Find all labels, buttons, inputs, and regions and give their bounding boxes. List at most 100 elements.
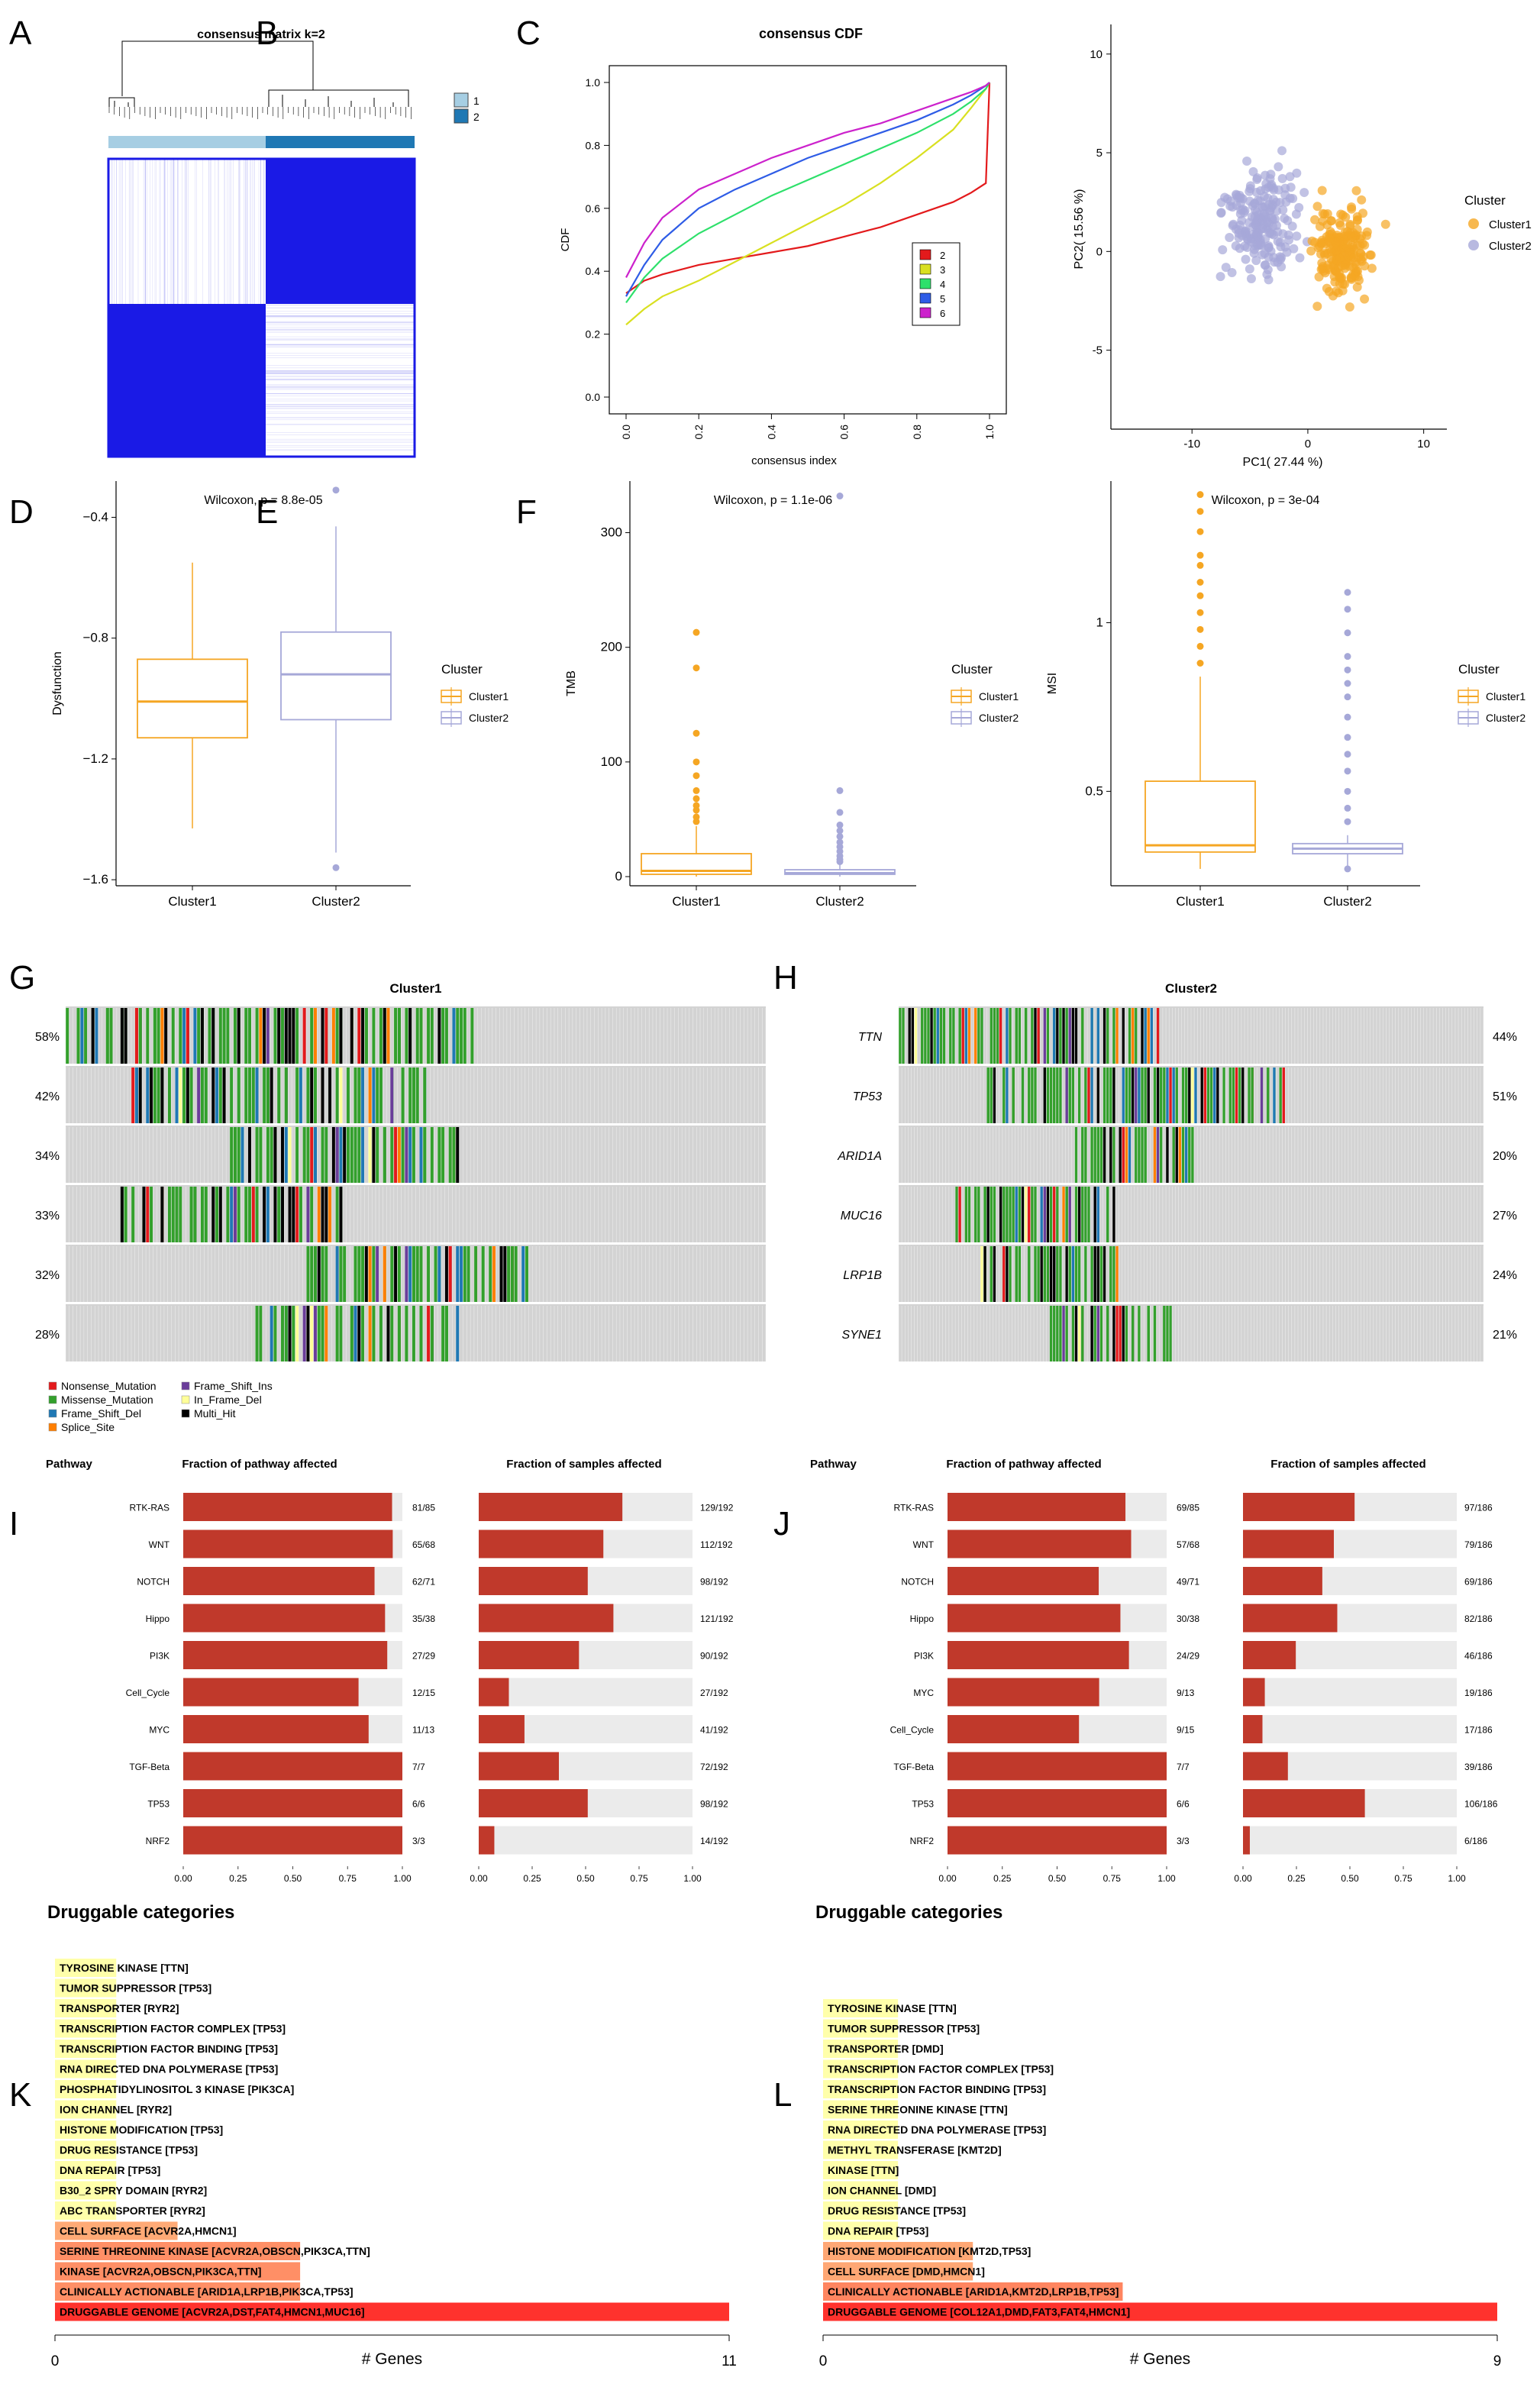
- mutation-cell: [1109, 1127, 1112, 1183]
- mutation-cell: [1018, 1008, 1022, 1064]
- panel-a-cluster-bar-1: [108, 136, 266, 148]
- druggable-bar: [823, 2121, 899, 2139]
- gene-percent-syne1: 21%: [1493, 1329, 1517, 1342]
- legend-key-k6: [919, 307, 931, 318]
- mutation-cell: [1103, 1008, 1106, 1064]
- panel-a-title: consensus matrix k=2: [197, 28, 325, 41]
- mutation-cell: [448, 1127, 452, 1183]
- panel-letter-f: F: [516, 493, 537, 531]
- y-tick-label: 300: [601, 525, 622, 540]
- mutation-cell: [360, 1127, 365, 1183]
- mutation-cell: [354, 1246, 357, 1302]
- mutation-cell: [1062, 1306, 1065, 1361]
- mutation-cell: [955, 1187, 958, 1242]
- mutation-cell: [1153, 1127, 1157, 1183]
- mutation-cell: [430, 1008, 434, 1064]
- mutation-cell: [142, 1187, 146, 1242]
- pathway-fraction-bar: [183, 1678, 359, 1707]
- sample-fraction-bar: [1243, 1752, 1288, 1781]
- y-tick-label: 1.0: [586, 76, 601, 89]
- scatter-point-cluster2: [1258, 224, 1267, 234]
- mutation-cell: [321, 1127, 324, 1183]
- box-outlier-point: [693, 787, 700, 794]
- mutation-cell: [444, 1008, 448, 1064]
- scatter-point-cluster2: [1241, 226, 1251, 236]
- x-tick-label: 0: [1305, 438, 1311, 451]
- gene-label-lrp1b: LRP1B: [843, 1269, 882, 1282]
- y-tick-label: -5: [1093, 344, 1103, 357]
- pathway-name-tgf-beta: TGF-Beta: [129, 1762, 169, 1772]
- mutation-cell: [1106, 1008, 1109, 1064]
- sample-fraction-label: 121/192: [700, 1613, 734, 1624]
- mutation-cell: [390, 1127, 394, 1183]
- panel-f-legend-title: Cluster: [1458, 662, 1500, 677]
- pathway-fraction-label: 49/71: [1177, 1577, 1199, 1588]
- mutation-cell: [1046, 1008, 1050, 1064]
- x-tick-label: 0.00: [1234, 1873, 1252, 1884]
- mutation-cell: [266, 1187, 270, 1242]
- mutation-cell: [306, 1127, 310, 1183]
- box-outlier-point: [693, 772, 700, 780]
- mutation-cell: [1071, 1246, 1075, 1302]
- mutation-cell: [182, 1008, 186, 1064]
- scatter-point-cluster1: [1320, 209, 1330, 219]
- panel-k-title: Druggable categories: [47, 1902, 234, 1923]
- sample-bar-bg: [1243, 1826, 1457, 1855]
- pathway-fraction-label: 62/71: [412, 1577, 435, 1588]
- mutation-cell: [1065, 1187, 1068, 1242]
- mutation-cell: [196, 1068, 201, 1123]
- pathway-name-wnt: WNT: [149, 1539, 170, 1550]
- mutation-cell: [408, 1068, 412, 1123]
- mutation-cell: [1156, 1008, 1160, 1064]
- pathway-fraction-bar: [183, 1715, 369, 1743]
- druggable-bar: [55, 2181, 117, 2200]
- mutation-cell: [372, 1306, 376, 1361]
- panel-g-title: Cluster1: [389, 981, 441, 996]
- scatter-point-cluster1: [1360, 261, 1370, 271]
- mutation-cell: [412, 1246, 415, 1302]
- mutation-cell: [1055, 1187, 1059, 1242]
- mutation-cell: [375, 1068, 379, 1123]
- mutation-cell: [1059, 1306, 1062, 1361]
- mutation-cell: [1002, 1068, 1006, 1123]
- mutation-cell: [244, 1068, 248, 1123]
- mutation-cell: [1187, 1127, 1191, 1183]
- mutation-cell: [1090, 1008, 1093, 1064]
- scatter-point-cluster2: [1268, 195, 1278, 205]
- dendrogram-top-link: [121, 40, 314, 96]
- mutation-cell: [448, 1246, 452, 1302]
- mutation-cell: [1131, 1306, 1135, 1361]
- pathway-name-pi3k: PI3K: [914, 1651, 934, 1662]
- druggable-label: RNA DIRECTED DNA POLYMERASE [TP53]: [60, 2063, 278, 2075]
- mutation-cell: [405, 1306, 408, 1361]
- x-tick-label: 0.50: [1341, 1873, 1359, 1884]
- x-tick-label: 0.6: [838, 425, 851, 440]
- mutation-cell: [1216, 1068, 1219, 1123]
- mutation-cell: [1083, 1068, 1087, 1123]
- scatter-point-cluster1: [1352, 215, 1362, 224]
- scatter-point-cluster2: [1258, 202, 1267, 212]
- druggable-label: TUMOR SUPPRESSOR [TP53]: [60, 1982, 211, 1995]
- mutation-cell: [1172, 1127, 1175, 1183]
- y-tick-label: −0.4: [82, 509, 108, 524]
- mutation-cell: [1175, 1068, 1178, 1123]
- druggable-bar: [823, 2019, 899, 2038]
- mutation-cell: [1119, 1306, 1122, 1361]
- mutation-cell: [1046, 1068, 1050, 1123]
- mutation-cell: [961, 1008, 964, 1064]
- mutation-cell: [335, 1068, 339, 1123]
- x-tick-label: 0.75: [630, 1873, 648, 1884]
- mutation-cell: [335, 1187, 339, 1242]
- druggable-bar: [55, 2040, 117, 2058]
- scatter-point-cluster1: [1327, 229, 1337, 239]
- mutation-cell: [321, 1306, 324, 1361]
- pathway-fraction-label: 27/29: [412, 1651, 435, 1662]
- mutation-cell: [295, 1306, 299, 1361]
- mutation-cell: [1062, 1187, 1065, 1242]
- panel-c-ylabel: PC2( 15.56 %): [1073, 189, 1086, 270]
- sample-fraction-label: 41/192: [700, 1725, 728, 1736]
- scatter-point-cluster2: [1277, 262, 1287, 272]
- mutation-cell: [1068, 1068, 1071, 1123]
- mutation-cell: [1203, 1068, 1206, 1123]
- scatter-point-cluster1: [1338, 286, 1348, 296]
